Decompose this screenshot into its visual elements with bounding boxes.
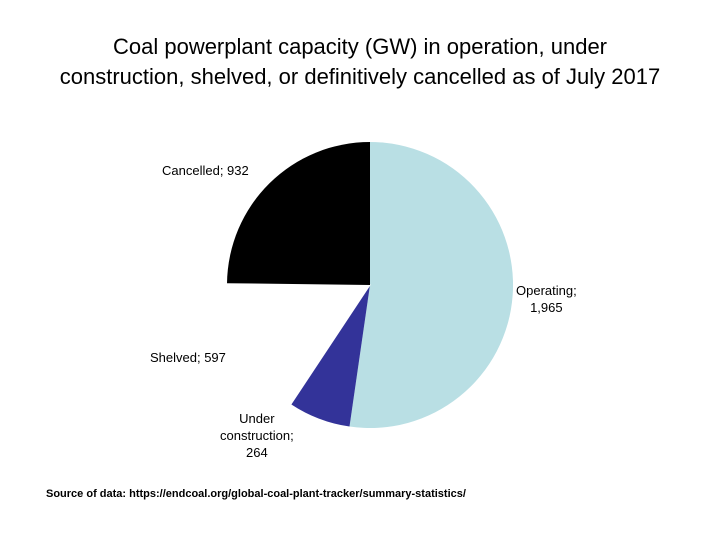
label-operating-name: Operating;: [516, 283, 577, 298]
label-shelved-text: Shelved; 597: [150, 350, 226, 365]
source-note: Source of data: https://endcoal.org/glob…: [46, 488, 466, 500]
label-shelved: Shelved; 597: [150, 349, 226, 366]
label-under-value: 264: [246, 445, 268, 460]
pie-slice-shelved: [226, 282, 371, 405]
label-operating-value: 1,965: [530, 300, 563, 315]
pie-slice-operating: [349, 142, 514, 428]
pie-slice-cancelled: [227, 142, 370, 285]
chart-title-line-2: construction, shelved, or definitively c…: [59, 64, 661, 89]
pie-slice-under-construction: [291, 285, 370, 427]
label-under-construction: Under construction; 264: [220, 410, 294, 461]
label-cancelled-text: Cancelled; 932: [162, 163, 249, 178]
label-under-line-1: Under: [239, 411, 275, 426]
chart-title: Coal powerplant capacity (GW) in operati…: [0, 32, 720, 92]
label-under-line-2: construction;: [220, 428, 294, 443]
label-cancelled: Cancelled; 932: [162, 162, 249, 179]
label-operating: Operating; 1,965: [516, 282, 577, 316]
chart-title-line-1: Coal powerplant capacity (GW) in operati…: [112, 34, 608, 59]
